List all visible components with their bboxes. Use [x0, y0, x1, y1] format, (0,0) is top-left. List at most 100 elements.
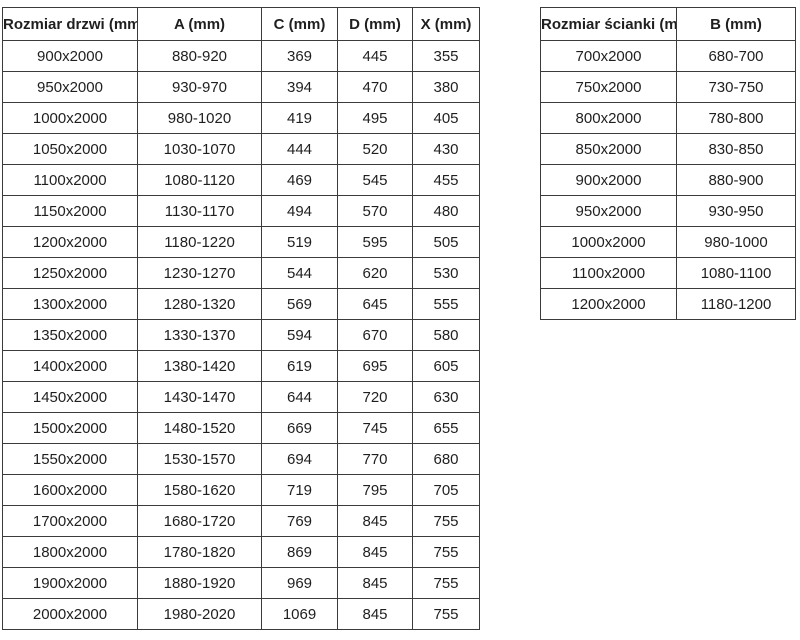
- table-cell: 569: [261, 288, 338, 320]
- table-row: 950x2000 930-970 394 470 380: [2, 71, 480, 103]
- table-row: 1000x2000 980-1000: [540, 226, 796, 258]
- table-cell: 1080-1100: [676, 257, 796, 289]
- table-row: 1200x2000 1180-1200: [540, 288, 796, 320]
- table-cell: 850x2000: [540, 133, 677, 165]
- table-cell: 700x2000: [540, 40, 677, 72]
- table-cell: 495: [337, 102, 413, 134]
- table-row: 1200x2000 1180-1220 519 595 505: [2, 226, 480, 258]
- table-cell: 770: [337, 443, 413, 475]
- table-cell: 695: [337, 350, 413, 382]
- table-cell: 1100x2000: [2, 164, 138, 196]
- table-cell: 669: [261, 412, 338, 444]
- table-cell: 750x2000: [540, 71, 677, 103]
- table-cell: 1050x2000: [2, 133, 138, 165]
- door-sizes-table: Rozmiar drzwi (mm) A (mm) C (mm) D (mm) X (m…: [2, 7, 480, 630]
- table-cell: 530: [412, 257, 480, 289]
- table-cell: 394: [261, 71, 338, 103]
- table-cell: 930-950: [676, 195, 796, 227]
- table-cell: 1430-1470: [137, 381, 262, 413]
- table-cell: 555: [412, 288, 480, 320]
- table-cell: 444: [261, 133, 338, 165]
- table-cell: 1180-1220: [137, 226, 262, 258]
- table-cell: 544: [261, 257, 338, 289]
- table-cell: 594: [261, 319, 338, 351]
- table-cell: 755: [412, 505, 480, 537]
- table-row: 1300x2000 1280-1320 569 645 555: [2, 288, 480, 320]
- table-row: 800x2000 780-800: [540, 102, 796, 134]
- table-cell: 380: [412, 71, 480, 103]
- table-cell: 930-970: [137, 71, 262, 103]
- column-header: Rozmiar ścianki (mm): [540, 7, 677, 41]
- table-cell: 769: [261, 505, 338, 537]
- table-cell: 455: [412, 164, 480, 196]
- table-cell: 620: [337, 257, 413, 289]
- table-cell: 680-700: [676, 40, 796, 72]
- table-cell: 845: [337, 567, 413, 599]
- table-cell: 570: [337, 195, 413, 227]
- table-row: 1350x2000 1330-1370 594 670 580: [2, 319, 480, 351]
- table-cell: 845: [337, 536, 413, 568]
- table-cell: 1350x2000: [2, 319, 138, 351]
- column-header: X (mm): [412, 7, 480, 41]
- table-row: 850x2000 830-850: [540, 133, 796, 165]
- table-cell: 755: [412, 536, 480, 568]
- table-cell: 705: [412, 474, 480, 506]
- table-cell: 869: [261, 536, 338, 568]
- column-header: C (mm): [261, 7, 338, 41]
- table-cell: 694: [261, 443, 338, 475]
- table-cell: 1000x2000: [2, 102, 138, 134]
- table-cell: 1130-1170: [137, 195, 262, 227]
- table-cell: 1880-1920: [137, 567, 262, 599]
- table-cell: 830-850: [676, 133, 796, 165]
- table-cell: 580: [412, 319, 480, 351]
- table-cell: 430: [412, 133, 480, 165]
- table-cell: 645: [337, 288, 413, 320]
- table-row: 1800x2000 1780-1820 869 845 755: [2, 536, 480, 568]
- table-cell: 644: [261, 381, 338, 413]
- table-cell: 1500x2000: [2, 412, 138, 444]
- table-cell: 1080-1120: [137, 164, 262, 196]
- table-row: 1550x2000 1530-1570 694 770 680: [2, 443, 480, 475]
- table-cell: 1800x2000: [2, 536, 138, 568]
- table-row: 1900x2000 1880-1920 969 845 755: [2, 567, 480, 599]
- table-row: 1100x2000 1080-1100: [540, 257, 796, 289]
- table-row: 1000x2000 980-1020 419 495 405: [2, 102, 480, 134]
- table-cell: 605: [412, 350, 480, 382]
- table-header-row: Rozmiar drzwi (mm) A (mm) C (mm) D (mm) X (m…: [2, 7, 480, 41]
- table-row: 1050x2000 1030-1070 444 520 430: [2, 133, 480, 165]
- table-cell: 1780-1820: [137, 536, 262, 568]
- table-row: 1400x2000 1380-1420 619 695 605: [2, 350, 480, 382]
- table-cell: 900x2000: [540, 164, 677, 196]
- table-row: 1150x2000 1130-1170 494 570 480: [2, 195, 480, 227]
- table-row: 1250x2000 1230-1270 544 620 530: [2, 257, 480, 289]
- table-cell: 1330-1370: [137, 319, 262, 351]
- table-row: 1600x2000 1580-1620 719 795 705: [2, 474, 480, 506]
- table-row: 1700x2000 1680-1720 769 845 755: [2, 505, 480, 537]
- table-cell: 1100x2000: [540, 257, 677, 289]
- table-cell: 1530-1570: [137, 443, 262, 475]
- table-cell: 1380-1420: [137, 350, 262, 382]
- table-cell: 1680-1720: [137, 505, 262, 537]
- table-cell: 1900x2000: [2, 567, 138, 599]
- table-row: 900x2000 880-900: [540, 164, 796, 196]
- column-header: D (mm): [337, 7, 413, 41]
- table-cell: 1200x2000: [540, 288, 677, 320]
- table-row: 700x2000 680-700: [540, 40, 796, 72]
- table-cell: 1480-1520: [137, 412, 262, 444]
- table-cell: 670: [337, 319, 413, 351]
- table-cell: 494: [261, 195, 338, 227]
- table-cell: 520: [337, 133, 413, 165]
- table-cell: 730-750: [676, 71, 796, 103]
- table-cell: 800x2000: [540, 102, 677, 134]
- table-cell: 655: [412, 412, 480, 444]
- table-cell: 1000x2000: [540, 226, 677, 258]
- table-cell: 419: [261, 102, 338, 134]
- table-cell: 845: [337, 505, 413, 537]
- table-cell: 1230-1270: [137, 257, 262, 289]
- table-row: 1500x2000 1480-1520 669 745 655: [2, 412, 480, 444]
- table-cell: 470: [337, 71, 413, 103]
- table-cell: 2000x2000: [2, 598, 138, 630]
- table-cell: 719: [261, 474, 338, 506]
- table-cell: 969: [261, 567, 338, 599]
- table-cell: 519: [261, 226, 338, 258]
